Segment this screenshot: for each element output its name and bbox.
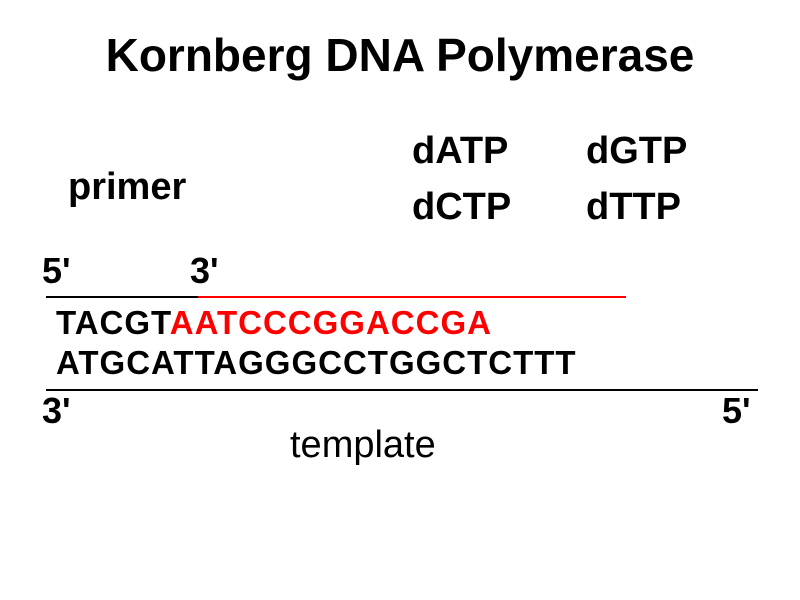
primer-label: primer	[68, 166, 186, 209]
template-3prime: 3'	[42, 390, 71, 432]
primer-sequence: TACGTAATCCCGGACCGA	[56, 304, 492, 342]
ntp-datp: dATP	[412, 130, 508, 173]
ntp-dttp: dTTP	[586, 186, 681, 229]
diagram-container: Kornberg DNA Polymerase primer dATP dGTP…	[0, 0, 800, 600]
ntp-dctp: dCTP	[412, 186, 511, 229]
primer-line-black	[46, 296, 198, 298]
primer-seq-black: TACGT	[56, 304, 170, 341]
primer-5prime: 5'	[42, 250, 71, 292]
primer-3prime: 3'	[190, 250, 219, 292]
ntp-dgtp: dGTP	[586, 130, 687, 173]
template-sequence: ATGCATTAGGGCCTGGCTCTTT	[56, 344, 577, 382]
template-line	[46, 389, 758, 391]
primer-seq-red: AATCCCGGACCGA	[170, 304, 492, 341]
primer-line-red	[198, 296, 626, 298]
template-5prime: 5'	[722, 390, 751, 432]
template-label: template	[290, 424, 436, 467]
page-title: Kornberg DNA Polymerase	[0, 28, 800, 82]
